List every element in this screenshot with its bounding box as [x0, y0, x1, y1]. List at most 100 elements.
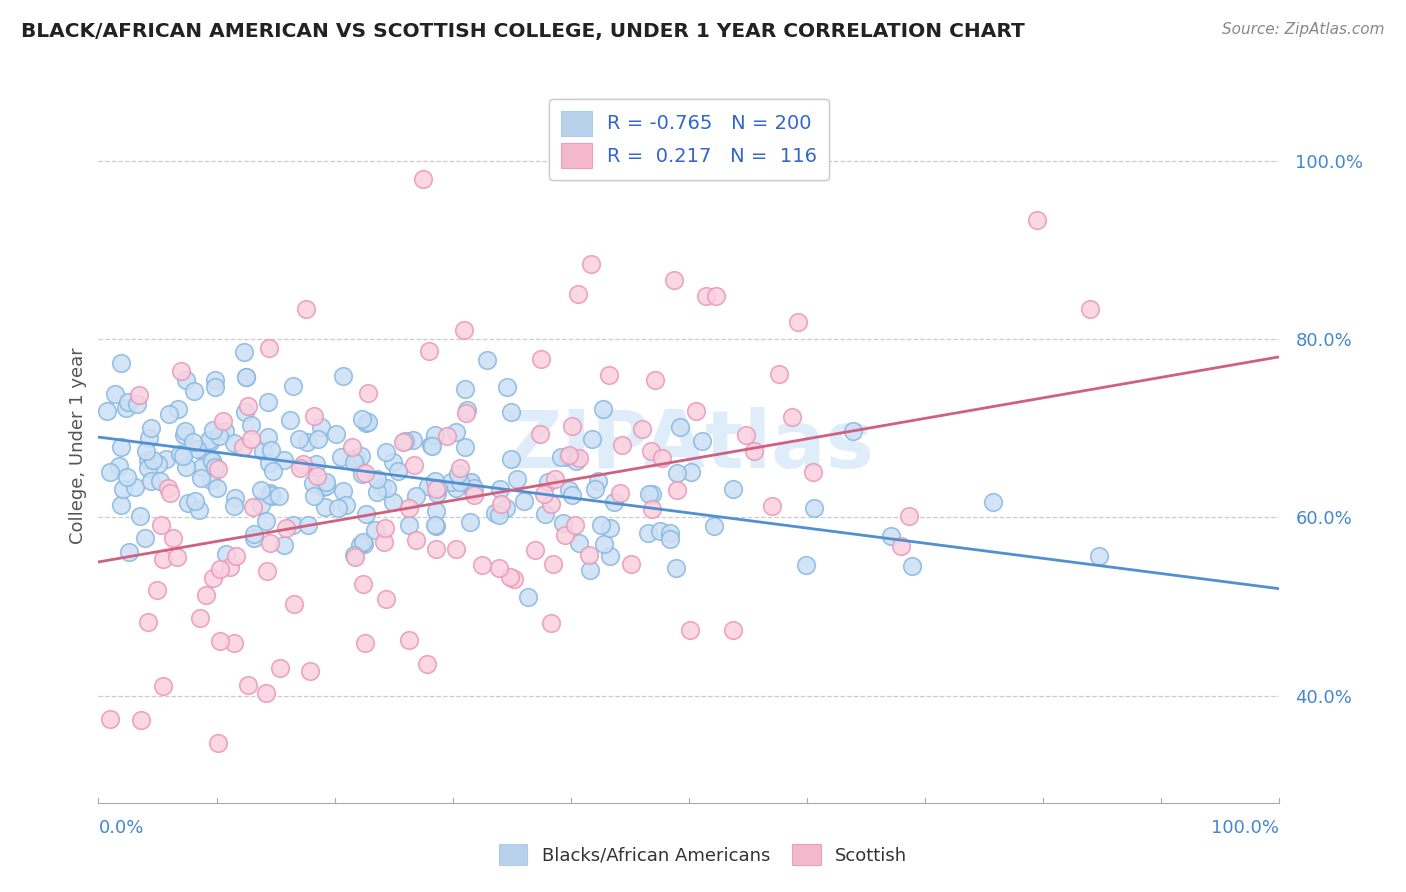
- Point: [366, 472, 388, 486]
- Point: [174, 373, 197, 387]
- Point: [498, 570, 520, 584]
- Point: [292, 457, 315, 471]
- Point: [454, 440, 477, 454]
- Point: [129, 713, 152, 727]
- Point: [650, 524, 672, 538]
- Point: [281, 378, 304, 392]
- Point: [142, 453, 165, 467]
- Point: [273, 538, 295, 552]
- Point: [505, 472, 527, 486]
- Point: [342, 440, 364, 454]
- Point: [215, 547, 238, 561]
- Point: [565, 454, 588, 468]
- Point: [425, 541, 447, 556]
- Point: [679, 465, 702, 479]
- Point: [269, 661, 291, 675]
- Point: [366, 484, 388, 499]
- Point: [586, 474, 609, 488]
- Point: [761, 500, 783, 514]
- Point: [425, 518, 447, 533]
- Point: [117, 395, 139, 409]
- Point: [198, 435, 221, 450]
- Point: [418, 343, 440, 358]
- Point: [278, 412, 301, 426]
- Point: [517, 590, 540, 604]
- Point: [149, 517, 172, 532]
- Point: [174, 459, 197, 474]
- Point: [335, 498, 357, 512]
- Point: [257, 341, 280, 355]
- Point: [208, 429, 231, 443]
- Point: [444, 481, 467, 495]
- Point: [503, 572, 526, 586]
- Point: [342, 455, 364, 469]
- Point: [110, 498, 132, 512]
- Point: [488, 508, 510, 522]
- Point: [685, 404, 707, 418]
- Point: [224, 499, 246, 513]
- Point: [446, 425, 468, 439]
- Point: [644, 373, 666, 387]
- Point: [269, 489, 291, 503]
- Point: [155, 452, 177, 467]
- Text: Source: ZipAtlas.com: Source: ZipAtlas.com: [1222, 22, 1385, 37]
- Point: [191, 460, 214, 475]
- Point: [579, 563, 602, 577]
- Point: [568, 451, 591, 466]
- Point: [295, 302, 318, 317]
- Point: [578, 548, 600, 562]
- Point: [420, 439, 443, 453]
- Point: [664, 272, 686, 286]
- Point: [232, 440, 254, 454]
- Point: [207, 736, 229, 750]
- Point: [136, 452, 159, 467]
- Point: [382, 494, 405, 508]
- Point: [456, 402, 478, 417]
- Point: [201, 423, 224, 437]
- Point: [425, 482, 447, 496]
- Point: [394, 434, 416, 448]
- Point: [704, 288, 727, 302]
- Point: [200, 474, 222, 488]
- Point: [460, 475, 482, 490]
- Point: [554, 528, 576, 542]
- Point: [630, 422, 652, 436]
- Point: [353, 536, 375, 550]
- Point: [141, 421, 163, 435]
- Point: [136, 615, 159, 629]
- Point: [225, 549, 247, 564]
- Point: [235, 370, 257, 384]
- Point: [159, 485, 181, 500]
- Point: [463, 484, 485, 499]
- Point: [207, 481, 229, 495]
- Point: [236, 677, 259, 691]
- Point: [252, 443, 274, 458]
- Point: [353, 636, 375, 650]
- Point: [242, 500, 264, 515]
- Point: [170, 364, 193, 378]
- Point: [349, 449, 371, 463]
- Point: [637, 525, 659, 540]
- Point: [256, 565, 278, 579]
- Point: [157, 407, 180, 421]
- Y-axis label: College, Under 1 year: College, Under 1 year: [69, 348, 87, 544]
- Point: [152, 551, 174, 566]
- Point: [523, 543, 546, 558]
- Point: [222, 636, 245, 650]
- Point: [352, 411, 374, 425]
- Point: [262, 464, 284, 478]
- Point: [591, 517, 613, 532]
- Point: [463, 481, 485, 495]
- Legend: R = -0.765   N = 200, R =  0.217   N =  116: R = -0.765 N = 200, R = 0.217 N = 116: [548, 99, 830, 180]
- Point: [204, 380, 226, 394]
- Point: [149, 474, 172, 488]
- Point: [721, 624, 744, 638]
- Point: [460, 476, 482, 491]
- Point: [398, 517, 420, 532]
- Point: [235, 369, 257, 384]
- Point: [425, 427, 447, 442]
- Point: [312, 480, 335, 494]
- Point: [768, 367, 790, 381]
- Point: [257, 394, 280, 409]
- Point: [1088, 549, 1111, 563]
